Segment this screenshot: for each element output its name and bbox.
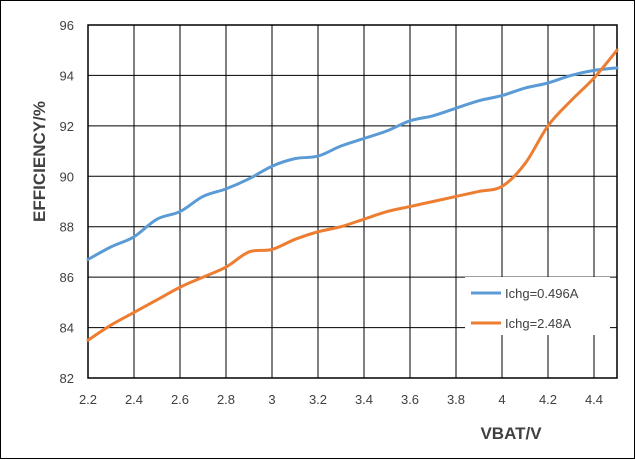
y-tick-label: 82 xyxy=(60,371,74,386)
y-tick-label: 84 xyxy=(60,321,74,336)
series-line-2 xyxy=(86,48,619,342)
series-line-1 xyxy=(86,66,619,261)
x-tick-label: 3.6 xyxy=(401,392,419,407)
x-axis-title: VBAT/V xyxy=(480,424,542,443)
x-tick-label: 4 xyxy=(498,392,505,407)
y-tick-label: 92 xyxy=(60,119,74,134)
y-axis-title: EFFICIENCY/% xyxy=(30,101,49,222)
x-tick-label: 3.4 xyxy=(355,392,373,407)
x-tick-label: 3.8 xyxy=(447,392,465,407)
y-tick-label: 90 xyxy=(60,169,74,184)
x-tick-label: 4.2 xyxy=(539,392,557,407)
legend-box xyxy=(465,277,610,335)
x-tick-label: 2.4 xyxy=(125,392,143,407)
y-tick-label: 96 xyxy=(60,18,74,33)
x-tick-label: 2.8 xyxy=(217,392,235,407)
x-tick-label: 2.2 xyxy=(79,392,97,407)
legend-label-2: Ichg=2.48A xyxy=(505,316,571,331)
y-tick-label: 88 xyxy=(60,220,74,235)
x-tick-label: 3 xyxy=(268,392,275,407)
x-tick-label: 2.6 xyxy=(171,392,189,407)
x-tick-label: 4.4 xyxy=(585,392,603,407)
y-tick-label: 94 xyxy=(60,68,74,83)
x-tick-label: 3.2 xyxy=(309,392,327,407)
legend-label-1: Ichg=0.496A xyxy=(505,286,579,301)
y-tick-label: 86 xyxy=(60,270,74,285)
